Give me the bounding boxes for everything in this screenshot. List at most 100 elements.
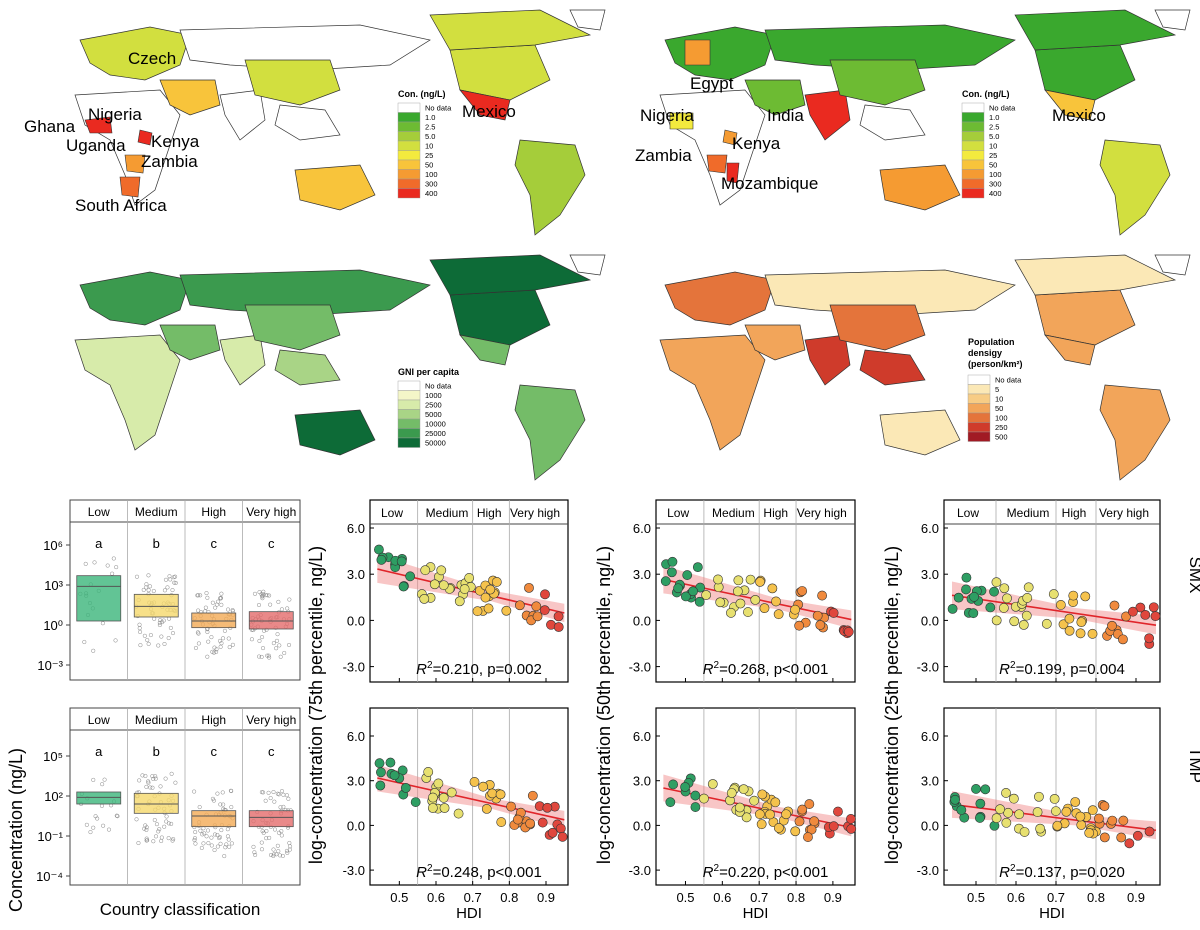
scatter-frame bbox=[943, 499, 1161, 683]
scatter-point bbox=[815, 620, 826, 630]
country-label-czech: Czech bbox=[128, 49, 176, 68]
country-label-nigeria-2: Nigeria bbox=[640, 106, 694, 125]
legend-label: 10 bbox=[425, 142, 433, 151]
scatter-xtick-label: 0.9 bbox=[824, 890, 842, 905]
scatter-ytick-label: 3.0 bbox=[921, 567, 939, 582]
scatter-header-label: Medium bbox=[712, 506, 755, 520]
box-point bbox=[271, 789, 276, 795]
scatter-point bbox=[464, 573, 475, 583]
box-point bbox=[144, 784, 149, 789]
box-point bbox=[223, 845, 228, 850]
scatter-point bbox=[512, 814, 523, 825]
scatter-point bbox=[817, 590, 828, 601]
legend-label: No data bbox=[425, 382, 452, 391]
legend-swatch bbox=[397, 437, 421, 448]
box-ytick-label: 10⁰ bbox=[43, 618, 63, 633]
maps-panel: Czech Nigeria Ghana Uganda Kenya Zambia … bbox=[24, 9, 1191, 481]
box-point bbox=[211, 798, 216, 803]
box-point bbox=[92, 560, 97, 565]
country-label-zambia-2: Zambia bbox=[635, 146, 692, 165]
legend-title-line: densigy bbox=[968, 348, 1002, 358]
scatter-point bbox=[1055, 600, 1066, 610]
box-point bbox=[170, 631, 176, 636]
legend-label: 5 bbox=[995, 385, 999, 394]
legend-title-line: Population bbox=[968, 337, 1015, 347]
scatter-ytick-label: 6.0 bbox=[633, 521, 651, 536]
box-point bbox=[259, 790, 264, 795]
row-label-tmp: TMP bbox=[1186, 747, 1200, 783]
scatter-point bbox=[1124, 838, 1135, 849]
scatter-point bbox=[400, 782, 411, 793]
scatter-point bbox=[423, 767, 434, 777]
legend-swatch bbox=[967, 422, 991, 433]
legend-label: 10000 bbox=[425, 420, 446, 429]
box-point bbox=[257, 590, 262, 595]
box-point bbox=[221, 802, 226, 807]
legend-swatch bbox=[967, 393, 991, 404]
scatter-point bbox=[496, 817, 507, 827]
scatter-point bbox=[809, 816, 820, 827]
box-point bbox=[264, 836, 269, 841]
legend-label: 1000 bbox=[425, 391, 442, 400]
legend-swatch bbox=[961, 150, 985, 161]
box-point bbox=[260, 596, 265, 601]
regression-line bbox=[951, 594, 1157, 626]
scatter-ytick-label: 3.0 bbox=[347, 567, 365, 582]
country-label-south-africa: South Africa bbox=[75, 196, 167, 215]
scatter-point bbox=[1076, 617, 1087, 628]
box-point bbox=[141, 587, 146, 592]
scatter-point bbox=[1051, 806, 1061, 816]
box-ytick-label: 10⁶ bbox=[43, 538, 63, 553]
scatter-point bbox=[1075, 811, 1086, 822]
scatter-point bbox=[1021, 610, 1032, 621]
scatter-point bbox=[833, 806, 843, 817]
box-point bbox=[210, 600, 215, 605]
scatter-point bbox=[794, 620, 805, 631]
scatter-point bbox=[454, 596, 465, 607]
scatter-point bbox=[555, 823, 566, 834]
legend-label: 2.5 bbox=[425, 123, 435, 132]
scatter-point bbox=[975, 798, 986, 809]
box-point bbox=[163, 776, 168, 781]
scatter-point bbox=[665, 797, 676, 808]
scatter-ytick-label: -3.0 bbox=[917, 660, 939, 675]
box-point bbox=[195, 593, 200, 598]
legend-swatch bbox=[961, 102, 985, 113]
box-point bbox=[168, 625, 173, 630]
legend-label: 1.0 bbox=[425, 113, 435, 122]
box-point bbox=[206, 841, 211, 846]
scatter-point bbox=[953, 592, 964, 603]
box-point bbox=[142, 633, 147, 638]
box-point bbox=[144, 825, 149, 830]
scatter-xtick-label: 0.5 bbox=[676, 890, 694, 905]
box-category-label: Low bbox=[88, 505, 110, 519]
box-significance-letter: c bbox=[268, 744, 275, 759]
scatter-point bbox=[487, 788, 498, 799]
scatter-ytick-label: 6.0 bbox=[347, 521, 365, 536]
box-point bbox=[160, 620, 165, 625]
r2-annotation: R2=0.210, p=0.002 bbox=[416, 660, 542, 678]
scatter-point bbox=[1144, 633, 1155, 644]
map-tmp bbox=[659, 9, 1191, 236]
scatter-point bbox=[790, 826, 801, 837]
scatter-point bbox=[481, 803, 492, 814]
box-point bbox=[88, 830, 93, 835]
box-point bbox=[278, 654, 283, 659]
box-point bbox=[134, 817, 139, 822]
scatter-header-label: Low bbox=[957, 506, 979, 520]
box-point bbox=[214, 602, 219, 607]
box-body bbox=[133, 593, 179, 618]
box-point bbox=[172, 580, 177, 585]
scatter-point bbox=[755, 576, 765, 587]
legend-swatch bbox=[397, 169, 421, 180]
legend-label: 100 bbox=[425, 170, 438, 179]
box-point bbox=[257, 638, 262, 643]
legend-population: Population densigy (person/km²)No data5105… bbox=[967, 337, 1023, 442]
box-point bbox=[84, 822, 89, 827]
scatter-point bbox=[690, 790, 701, 801]
box-point bbox=[202, 831, 207, 836]
box-point bbox=[157, 827, 162, 832]
scatter-point bbox=[1041, 618, 1052, 629]
scatter-point bbox=[794, 816, 805, 827]
box-point bbox=[219, 828, 224, 833]
